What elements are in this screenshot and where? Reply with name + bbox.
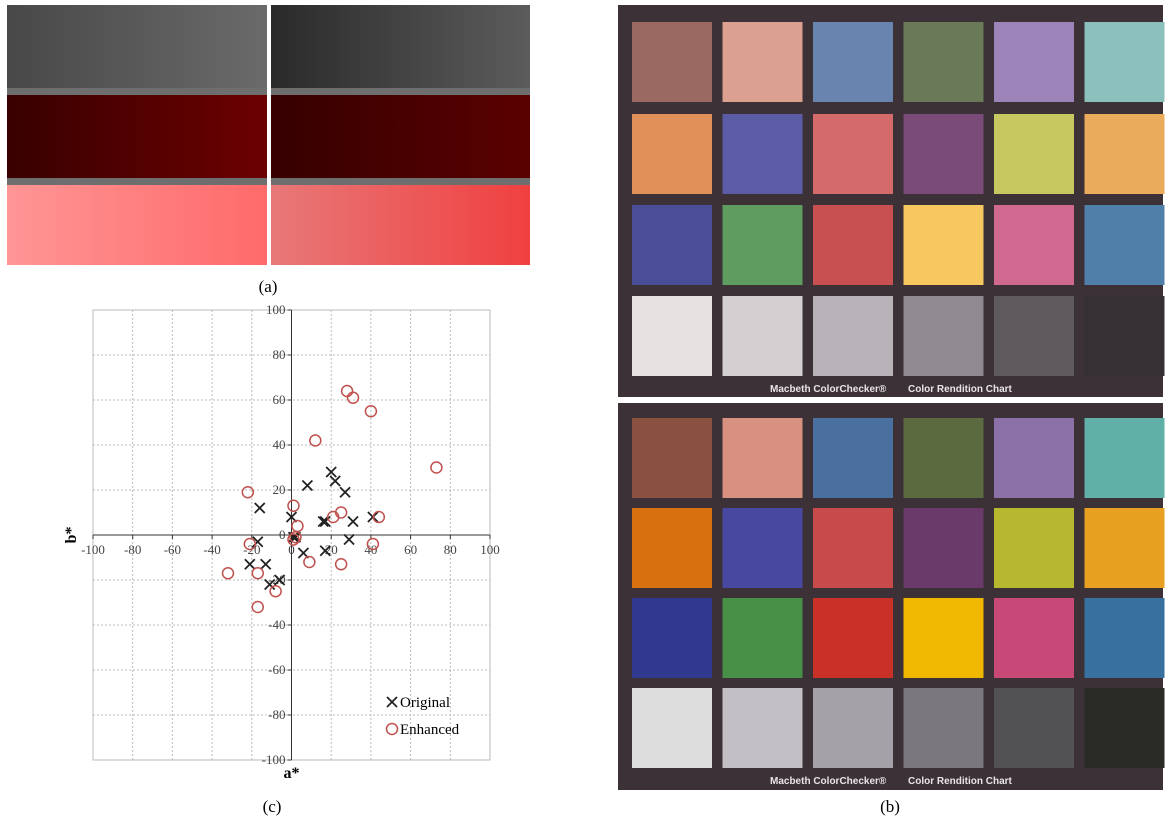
x-tick-label: 80	[444, 542, 457, 557]
circle-marker	[373, 512, 384, 523]
x-tick-label: -40	[203, 542, 220, 557]
x-marker	[340, 487, 350, 497]
x-marker	[245, 559, 255, 569]
y-tick-label: 20	[273, 482, 286, 497]
x-axis-label: a*	[284, 765, 300, 782]
y-tick-label: 80	[273, 347, 286, 362]
x-marker	[255, 503, 265, 513]
legend-label: Original	[400, 695, 450, 711]
x-tick-label: -60	[164, 542, 181, 557]
y-tick-label: -60	[268, 662, 285, 677]
x-marker	[330, 476, 340, 486]
circle-marker	[304, 557, 315, 568]
x-tick-label: -100	[81, 542, 105, 557]
page: (a) (c) (b) Macbeth ColorChecker®Color R…	[0, 0, 1170, 826]
circle-marker	[222, 568, 233, 579]
y-tick-label: -100	[262, 752, 286, 767]
x-marker	[387, 697, 397, 707]
x-tick-label: -80	[124, 542, 141, 557]
circle-marker	[270, 586, 281, 597]
circle-marker	[348, 392, 359, 403]
scatter-chart: -100-80-60-40-20020406080100-100-80-60-4…	[0, 0, 1170, 826]
y-tick-label: 40	[273, 437, 286, 452]
y-tick-label: -80	[268, 707, 285, 722]
x-marker	[348, 517, 358, 527]
circle-marker	[387, 724, 398, 735]
x-marker	[318, 517, 328, 527]
circle-marker	[252, 602, 263, 613]
circle-marker	[292, 521, 303, 532]
x-marker	[302, 481, 312, 491]
x-tick-label: 100	[480, 542, 500, 557]
circle-marker	[342, 386, 353, 397]
circle-marker	[431, 462, 442, 473]
y-tick-label: 60	[273, 392, 286, 407]
y-tick-label: 100	[266, 302, 286, 317]
x-marker	[261, 559, 271, 569]
x-tick-label: 60	[404, 542, 417, 557]
circle-marker	[310, 435, 321, 446]
legend-label: Enhanced	[400, 722, 460, 738]
circle-marker	[252, 568, 263, 579]
y-axis-label: b*	[63, 527, 80, 544]
x-marker	[344, 535, 354, 545]
circle-marker	[242, 487, 253, 498]
x-marker	[320, 517, 330, 527]
circle-marker	[288, 500, 299, 511]
y-tick-label: -40	[268, 617, 285, 632]
circle-marker	[336, 559, 347, 570]
